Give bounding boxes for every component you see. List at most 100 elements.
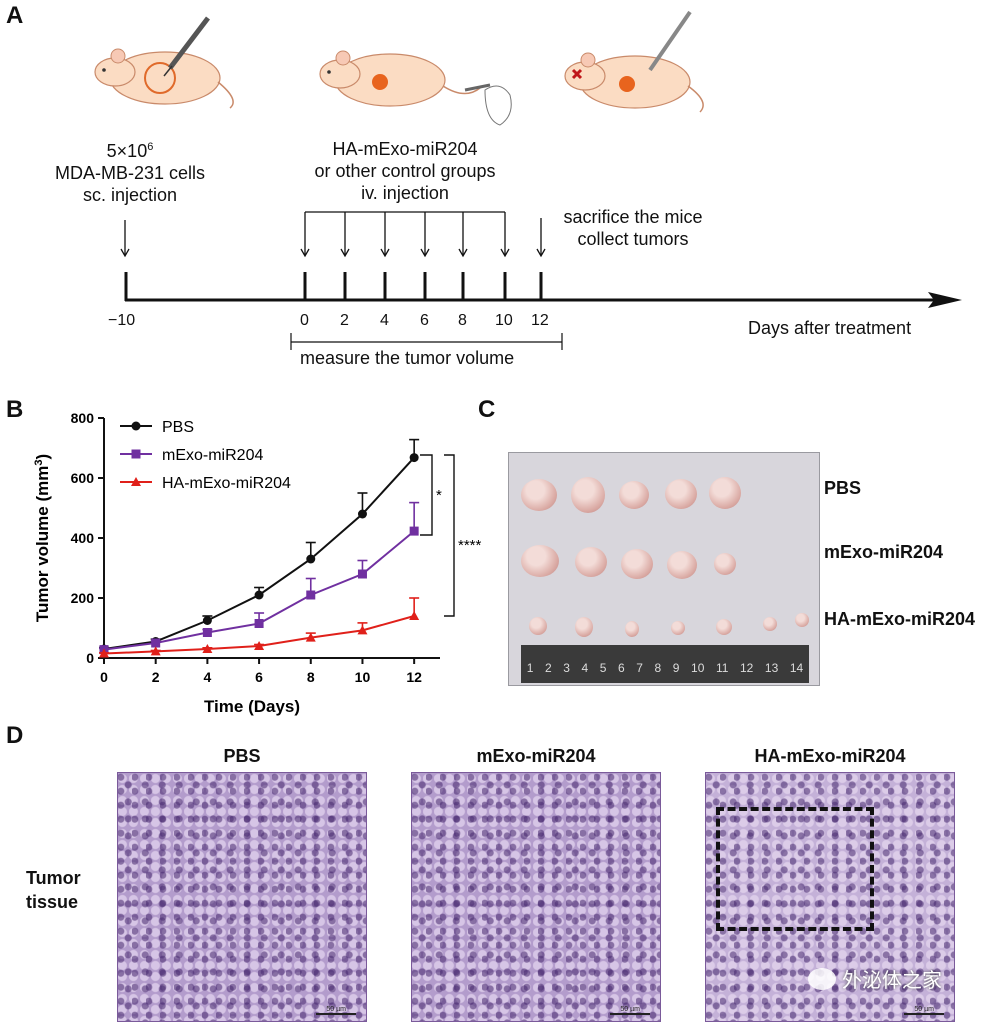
legend-label-ha-mexo-mir204: HA-mExo-miR204	[162, 475, 291, 492]
y-tick-label: 400	[71, 530, 95, 546]
x-tick-label: 0	[100, 669, 108, 685]
ruler-number: 13	[764, 661, 779, 675]
point-ha-mexo-mir204	[254, 641, 265, 650]
point-mexo-mir204	[357, 569, 367, 579]
tumor-photo: 1 2 3 4 5 6 7 8 9 10 11 12 13 14	[508, 452, 820, 686]
ruler-number: 2	[545, 661, 552, 675]
wechat-icon	[808, 967, 836, 990]
ruler-number: 8	[654, 661, 662, 675]
tick-2: 2	[340, 312, 349, 329]
cells-line1-base: 5×10	[106, 141, 148, 161]
point-mexo-mir204	[306, 590, 316, 600]
sig-label-2: ****	[458, 537, 482, 554]
x-tick-label: 8	[307, 669, 315, 685]
x-axis-title: Time (Days)	[204, 697, 300, 716]
tumor-pbs-3	[619, 481, 649, 509]
point-pbs	[306, 554, 316, 564]
y-axis-title: Tumor volume (mm3)	[33, 454, 52, 622]
legend-label-pbs: PBS	[162, 419, 194, 436]
sacrifice-line1: sacrifice the mice	[563, 207, 703, 227]
ruler-number: 11	[715, 661, 729, 675]
photo-row-label-ha: HA-mExo-miR204	[824, 609, 976, 629]
tumor-pbs-5	[709, 477, 741, 509]
legend-marker-mexo-mir204	[131, 449, 141, 459]
tick-0: 0	[300, 312, 309, 329]
x-tick-label: 6	[255, 669, 263, 685]
panel-label-d: D	[6, 722, 24, 749]
tick-10: 10	[495, 312, 513, 329]
x-tick-label: 4	[203, 669, 211, 685]
cells-line2: MDA-MB-231 cells	[54, 163, 206, 183]
mouse-iv-injection-illustration	[319, 50, 512, 126]
point-ha-mexo-mir204	[150, 646, 161, 656]
point-mexo-mir204	[202, 628, 212, 637]
panel-label-b: B	[6, 396, 24, 423]
histology-image-mexo: 50 µm	[411, 772, 661, 1022]
ruler-number: 5	[599, 661, 607, 675]
treat-line1: HA-mExo-miR204	[332, 139, 478, 159]
watermark-text: 外泌体之家	[842, 970, 942, 992]
point-pbs	[254, 590, 264, 600]
tumor-mexo-3	[621, 549, 653, 579]
row-label-line1: Tumor	[26, 868, 81, 888]
tick-6: 6	[420, 312, 429, 329]
highlight-box	[716, 807, 874, 931]
x-tick-label: 12	[406, 669, 422, 685]
ruler-number: 9	[672, 661, 680, 675]
mouse-sacrifice-illustration	[564, 10, 704, 113]
axis-label-days: Days after treatment	[748, 318, 912, 338]
tumor-mexo-1	[521, 545, 559, 577]
ruler-number: 1	[526, 661, 534, 675]
sig-bracket-1	[420, 454, 433, 536]
tumor-volume-chart: 0 200 400 600 800 0 2 4 6 8 10 12 Time (Days) Tumor v…	[33, 410, 482, 716]
sig-label-1: *	[436, 487, 442, 504]
y-tick-label: 0	[86, 650, 94, 666]
ruler-number: 12	[739, 661, 754, 675]
point-pbs	[409, 453, 419, 463]
ruler-number: 14	[789, 661, 804, 675]
tumor-ha-5	[716, 619, 732, 635]
y-tick-label: 600	[71, 470, 95, 486]
x-tick-label: 10	[355, 669, 371, 685]
ruler-number: 7	[636, 661, 643, 675]
scalebar-mexo: 50 µm	[610, 1006, 650, 1015]
tumor-ha-6	[763, 617, 777, 631]
tumor-ha-7	[795, 613, 809, 627]
tumor-ha-2	[575, 617, 593, 637]
scalebar-ha: 50 µm	[904, 1006, 944, 1015]
mouse-injection-illustration	[94, 16, 234, 109]
point-mexo-mir204	[151, 638, 161, 648]
tick-8: 8	[458, 312, 467, 329]
tumor-ha-1	[529, 617, 547, 635]
photo-row-label-pbs: PBS	[824, 478, 862, 498]
tumor-ha-4	[671, 621, 685, 635]
timeline	[120, 211, 962, 350]
ruler-number: 6	[618, 661, 625, 675]
sacrifice-line2: collect tumors	[577, 229, 689, 249]
cells-line1-sup: 6	[147, 141, 154, 153]
ruler-number: 10	[691, 661, 705, 675]
panel-label-a: A	[6, 2, 24, 29]
row-label-line2: tissue	[26, 892, 79, 912]
ruler-numbers: 1 2 3 4 5 6 7 8 9 10 11 12 13 14	[521, 645, 809, 675]
tumor-mexo-4	[667, 551, 697, 579]
histo-title-ha: HA-mExo-miR204	[754, 746, 906, 766]
point-ha-mexo-mir204	[202, 644, 213, 653]
sacrifice-label: sacrifice the mice collect tumors	[538, 206, 728, 250]
treat-line3: iv. injection	[361, 183, 449, 203]
tumor-ha-3	[625, 621, 639, 637]
ruler: 1 2 3 4 5 6 7 8 9 10 11 12 13 14	[521, 645, 809, 683]
point-ha-mexo-mir204	[99, 648, 109, 658]
tumor-pbs-1	[521, 479, 557, 511]
y-tick-label: 200	[71, 590, 95, 606]
photo-row-label-mexo: mExo-miR204	[824, 542, 944, 562]
legend-label-mexo-mir204: mExo-miR204	[162, 447, 263, 464]
point-ha-mexo-mir204	[357, 625, 368, 635]
panel-label-c: C	[478, 396, 496, 423]
cells-line3: sc. injection	[82, 185, 178, 205]
point-mexo-mir204	[409, 526, 419, 536]
tumor-pbs-2	[571, 477, 605, 513]
y-tick-label: 800	[71, 410, 95, 426]
histo-title-mexo: mExo-miR204	[476, 746, 596, 766]
point-mexo-mir204	[254, 619, 264, 628]
